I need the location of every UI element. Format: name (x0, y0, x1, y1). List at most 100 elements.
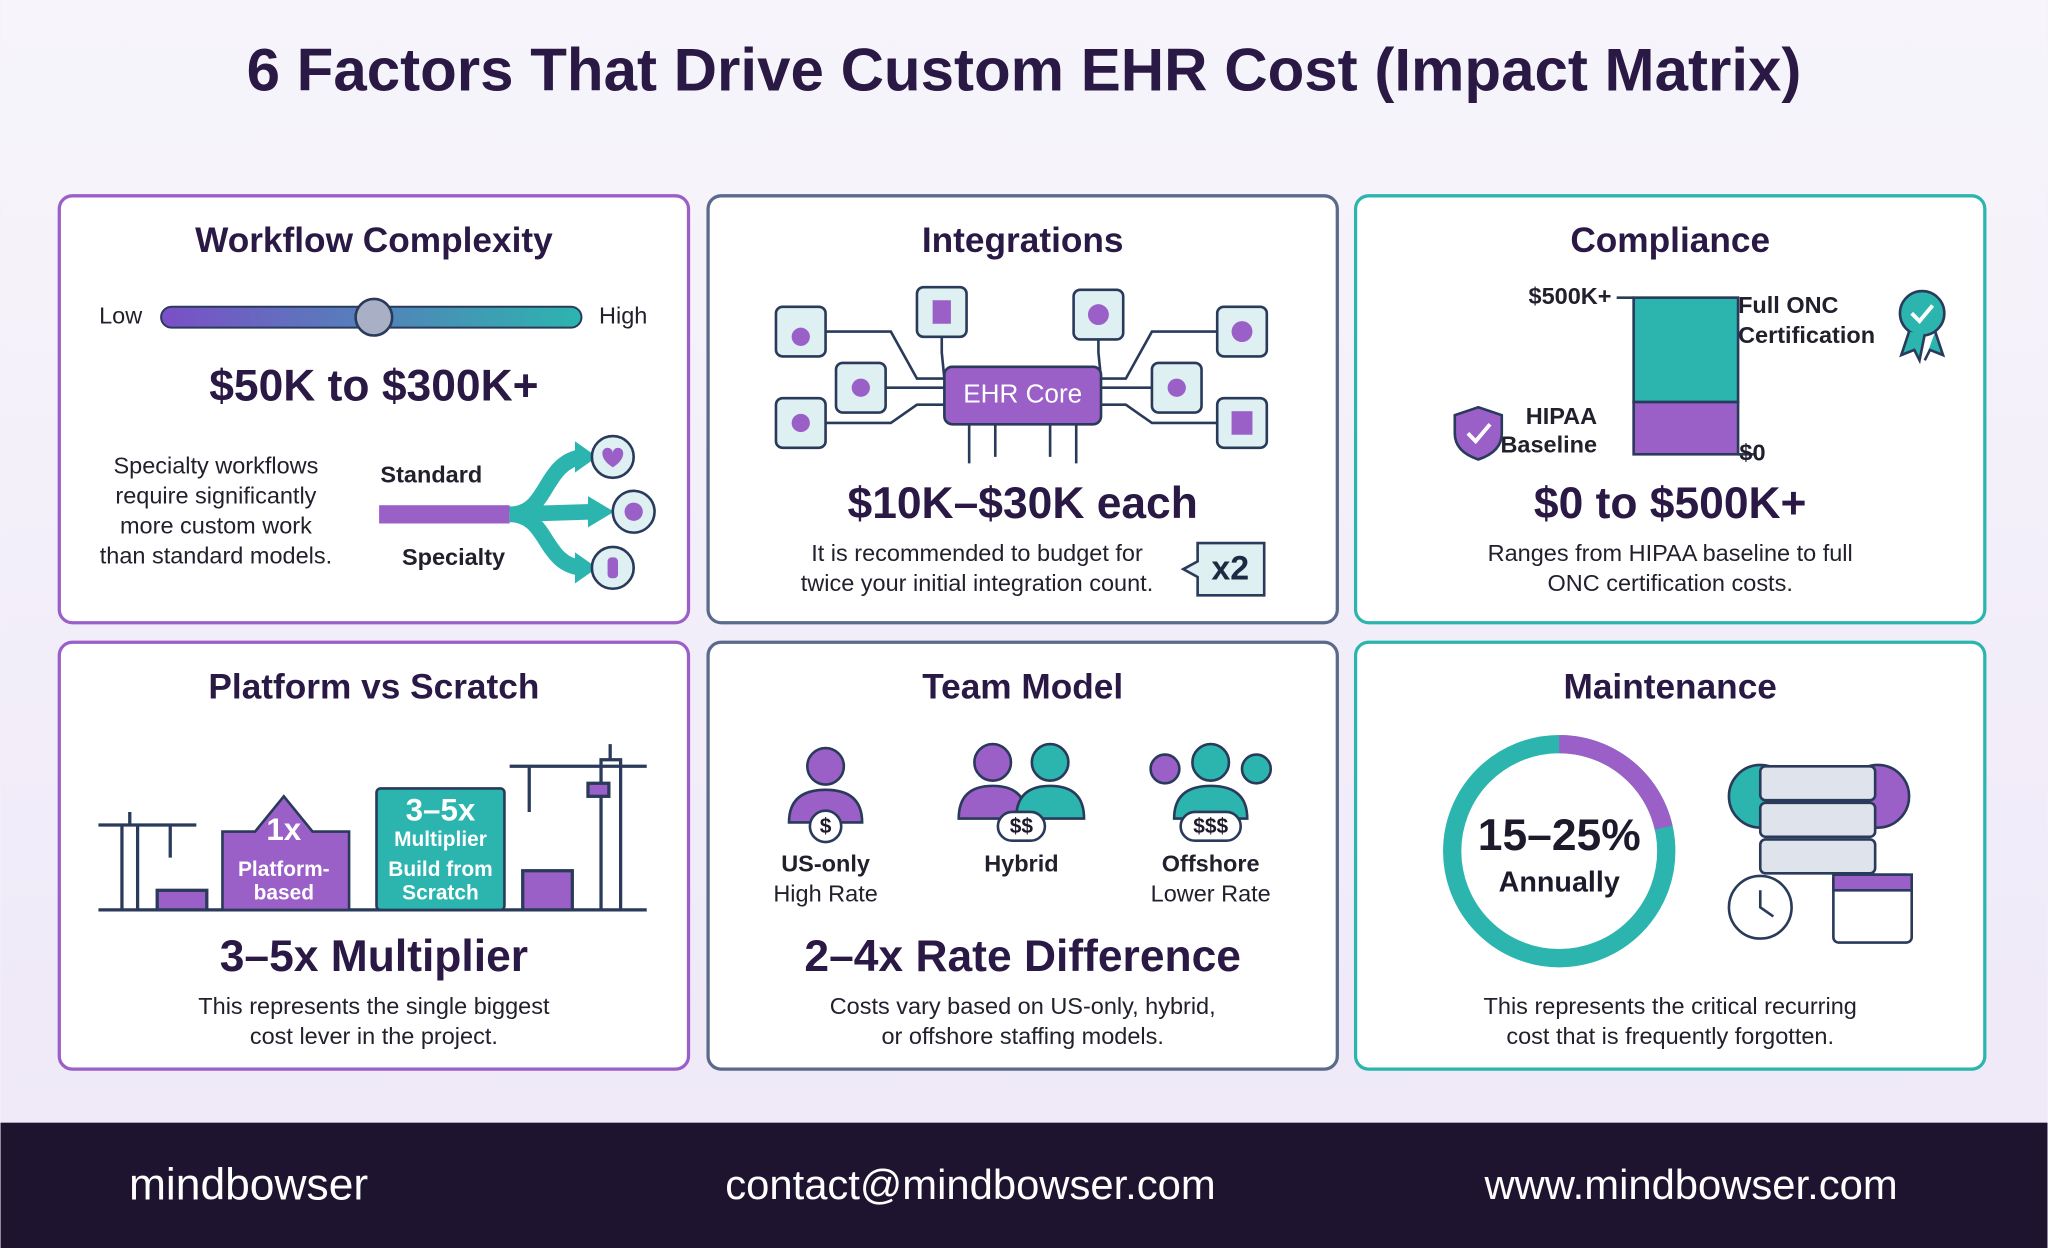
description: ONC certification costs. (1548, 570, 1793, 596)
integration-network-part (932, 300, 951, 324)
integration-network-part (1167, 378, 1186, 397)
icons (1453, 289, 1946, 461)
server-icon-part (1758, 764, 1877, 802)
block-label: based (254, 882, 314, 905)
description: Costs vary based on US-only, hybrid, (830, 993, 1216, 1019)
server-icon-part (1758, 838, 1877, 875)
people-icons (787, 742, 1273, 824)
card-title: Platform vs Scratch (208, 668, 539, 707)
description: This represents the critical recurring (1484, 993, 1857, 1019)
description: than standard models. (100, 543, 332, 569)
rate-symbol: $ (820, 815, 832, 838)
top-label: Certification (1738, 322, 1875, 348)
ring-segment (1559, 734, 1673, 830)
bar-segment (1632, 400, 1740, 456)
description: cost lever in the project. (250, 1023, 498, 1049)
cranes-part (521, 869, 574, 912)
server-icon-part (1758, 801, 1877, 839)
people-icons-part (805, 746, 846, 786)
icons-part (1898, 289, 1946, 337)
rate-pills (808, 809, 1243, 844)
people-icons-part (787, 788, 864, 824)
cranes-part (98, 811, 197, 910)
block-platform (221, 794, 351, 912)
branch-arrows-part (574, 441, 615, 584)
description: It is recommended to budget for (811, 540, 1143, 566)
rate-symbol: $$ (1010, 815, 1034, 838)
branch-arrows-part (508, 449, 595, 576)
scale-low: Low (99, 302, 143, 328)
hub (943, 365, 1103, 426)
bar-bottom-label: $0 (1739, 439, 1765, 465)
people-icons-part (1149, 753, 1181, 785)
card-frame (57, 640, 691, 1071)
people-icons-part (973, 742, 1013, 782)
integration-network (774, 285, 1269, 464)
block-value: 3–5x (406, 792, 476, 827)
bar-segment (1632, 296, 1740, 404)
badge-label: x2 (1211, 549, 1249, 587)
block-value: 1x (266, 812, 301, 847)
server-icon-part (1758, 890, 1775, 918)
model-label: Hybrid (984, 851, 1058, 877)
page-title: 6 Factors That Drive Custom EHR Cost (Im… (247, 36, 1802, 103)
branch-arrows-part (624, 502, 643, 521)
people-icons-part (1014, 784, 1086, 820)
bar-top-label: $500K+ (1529, 283, 1612, 309)
footer-email: contact@mindbowser.com (725, 1161, 1215, 1208)
icons-part (1899, 331, 1946, 365)
card-workflow: Workflow Complexity Low High $50K to $30… (57, 194, 691, 625)
integration-network-part (851, 378, 870, 397)
description: Ranges from HIPAA baseline to full (1488, 540, 1853, 566)
ring-label: Annually (1499, 866, 1620, 898)
description: more custom work (120, 513, 312, 539)
card-title: Compliance (1570, 221, 1770, 260)
branch-arrows-part (602, 447, 624, 468)
integration-network-part (1231, 411, 1253, 435)
card-maintenance: Maintenance 15–25% Annually This represe… (1353, 640, 1987, 1071)
people-icons-part (1191, 742, 1231, 782)
integration-network-part (791, 327, 810, 346)
cranes (98, 744, 647, 912)
description: require significantly (115, 483, 316, 509)
icons-part (1453, 405, 1504, 461)
cranes-part (509, 744, 647, 910)
cost-range: $50K to $300K+ (209, 362, 538, 411)
model-label: Offshore (1162, 851, 1260, 877)
cost-range: $10K–$30K each (848, 479, 1198, 528)
cost-range: 2–4x Rate Difference (804, 932, 1241, 981)
card-title: Workflow Complexity (195, 221, 553, 260)
block-label: Build from (388, 858, 492, 881)
description: twice your initial integration count. (801, 570, 1153, 596)
integration-network-part (1231, 321, 1253, 343)
description: This represents the single biggest (198, 993, 550, 1019)
slider-knob (354, 297, 394, 337)
rate-pills-part (996, 810, 1047, 843)
cost-range: $0 to $500K+ (1534, 479, 1807, 528)
footer-website: www.mindbowser.com (1484, 1161, 1898, 1208)
model-label: Lower Rate (1151, 881, 1271, 907)
model-label: High Rate (773, 881, 877, 907)
bottom-label: Baseline (1500, 432, 1597, 458)
cranes-part (155, 888, 209, 912)
bar-ticks (1616, 296, 1754, 456)
card-frame (706, 640, 1339, 1071)
model-label: US-only (781, 851, 870, 877)
branch-arrows-part (379, 505, 510, 524)
description: or offshore staffing models. (881, 1023, 1163, 1049)
rate-pills-part (1179, 810, 1243, 843)
rate-symbol: $$$ (1193, 815, 1228, 838)
icons-part (1910, 304, 1935, 325)
branch-label: Specialty (402, 544, 505, 570)
card-team: Team Model $ $$ $$$ US-only High Rate Hy… (706, 640, 1339, 1071)
top-label: Full ONC (1738, 292, 1838, 318)
block-label: Multiplier (394, 828, 487, 851)
icons-part (1466, 423, 1492, 445)
branch-label: Standard (380, 462, 482, 488)
card-title: Maintenance (1563, 668, 1776, 707)
hub-label: EHR Core (963, 378, 1082, 408)
bottom-label: HIPAA (1526, 403, 1597, 429)
branch-arrows-part (607, 557, 619, 579)
